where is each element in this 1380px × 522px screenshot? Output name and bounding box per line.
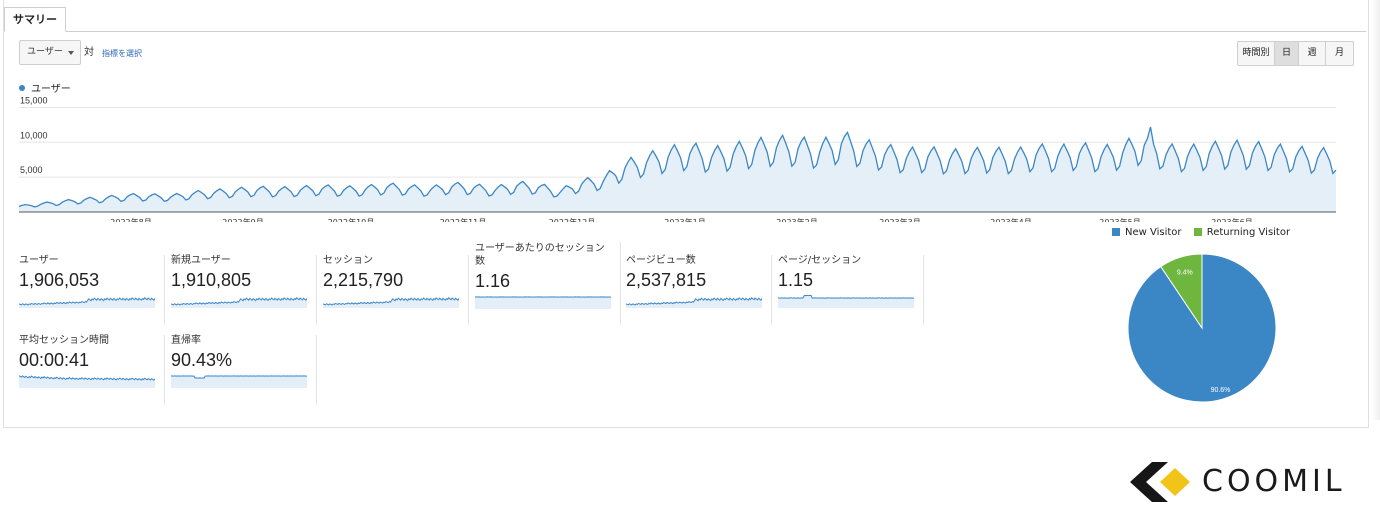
sparkline-line	[19, 375, 155, 381]
pie-slice-returning-visitor[interactable]	[1160, 253, 1203, 330]
scorecard-sparkline	[475, 296, 611, 309]
pie-slice-label: 90.6%	[1211, 387, 1231, 394]
series-line-users	[18, 126, 1337, 208]
scorecard-label: 新規ユーザー	[171, 255, 231, 266]
scorecard-value: 1,910,805	[171, 270, 252, 290]
sparkline-area	[171, 297, 307, 308]
granularity-week-button[interactable]: 週	[1299, 42, 1326, 65]
sparkline-line	[626, 297, 762, 306]
scorecard-label: セッション	[323, 255, 373, 266]
scorecard[interactable]: セッション 2,215,790	[323, 255, 469, 325]
legend-label-new-visitor[interactable]: New Visitor	[1125, 227, 1182, 238]
y-tick-label: 5,000	[20, 165, 43, 175]
x-tick-label: 2023年3月	[879, 217, 920, 222]
scorecard-label: ユーザーあたりのセッション数	[475, 243, 605, 267]
sparkline-area	[171, 375, 307, 388]
x-tick-label: 2022年12月	[549, 217, 596, 222]
x-tick-label: 2023年1月	[664, 217, 705, 222]
tab-summary[interactable]: サマリー	[4, 7, 66, 32]
x-tick-label: 2022年10月	[328, 217, 375, 222]
scorecard-value: 90.43%	[171, 350, 233, 370]
scorecard-value: 1.15	[778, 270, 814, 290]
sparkline-line	[171, 375, 307, 379]
scorecard-label: 平均セッション時間	[19, 335, 109, 346]
scorecard-label: ページ/セッション	[778, 255, 862, 266]
scorecard-value: 2,215,790	[323, 270, 404, 290]
scorecard[interactable]: ユーザー 1,906,053	[19, 255, 165, 325]
scorecard-value: 2,537,815	[626, 270, 707, 290]
tab-divider	[4, 31, 1366, 32]
pie-legend: New Visitor Returning Visitor	[1112, 227, 1290, 238]
scorecard[interactable]: ユーザーあたりのセッション数 1.16	[475, 242, 621, 325]
chart-series	[18, 126, 1337, 212]
sparkline-line	[171, 297, 307, 306]
y-tick-label: 10,000	[20, 130, 48, 140]
x-tick-label: 2022年8月	[110, 217, 151, 222]
report-panel	[3, 0, 1369, 428]
scorecard[interactable]: ページ/セッション 1.15	[778, 255, 924, 325]
sparkline-area	[626, 297, 762, 308]
sparkline-area	[475, 296, 611, 309]
x-tick-label: 2022年11月	[440, 217, 487, 222]
visitor-type-pie-chart: 90.6% 9.4%	[1127, 253, 1277, 403]
select-metric-link[interactable]: 指標を選択	[102, 49, 142, 58]
x-tick-label: 2022年9月	[222, 217, 263, 222]
scorecard-sparkline	[171, 375, 307, 388]
scorecard-sparkline	[323, 297, 459, 308]
scorecard-label: 直帰率	[171, 335, 201, 346]
vs-label: 対	[84, 47, 94, 58]
x-tick-label: 2023年2月	[776, 217, 817, 222]
scorecard-sparkline	[19, 375, 155, 388]
caret-down-icon	[68, 51, 74, 55]
legend-swatch-new-icon	[1112, 228, 1120, 236]
y-tick-label: 15,000	[20, 95, 48, 105]
scorecard-label: ページビュー数	[626, 255, 696, 266]
x-tick-label: 2023年6月	[1211, 217, 1252, 222]
legend-dot-icon	[19, 85, 25, 91]
pie-slice-new-visitor[interactable]	[1127, 253, 1277, 403]
chart-y-axis: 15,000 10,000 5,000	[20, 95, 48, 175]
scorecard[interactable]: 直帰率 90.43%	[171, 335, 317, 405]
pie-slice-label: 9.4%	[1177, 269, 1193, 276]
scorecard-value: 1.16	[475, 271, 511, 291]
granularity-day-button[interactable]: 日	[1275, 42, 1299, 65]
sparkline-line	[19, 297, 155, 306]
sparkline-line	[778, 294, 914, 299]
scorecard[interactable]: 平均セッション時間 00:00:41	[19, 335, 165, 405]
granularity-month-button[interactable]: 月	[1334, 48, 1344, 58]
metric-select-value: ユーザー	[27, 47, 63, 57]
sparkline-area	[323, 297, 459, 308]
legend-swatch-returning-icon	[1193, 228, 1202, 236]
sparkline-area	[19, 297, 155, 308]
scorecard-sparkline	[19, 297, 155, 308]
page-edge	[1372, 0, 1380, 420]
scorecard-value: 00:00:41	[19, 350, 90, 370]
coomil-logo-icon	[1130, 462, 1190, 502]
scorecard-sparkline	[626, 297, 762, 308]
scorecard-label: ユーザー	[19, 255, 59, 266]
metric-select[interactable]: ユーザー	[19, 40, 81, 65]
brand-name: COOMIL	[1202, 464, 1346, 499]
sparkline-line	[323, 297, 459, 306]
users-trend-chart: 15,000 10,000 5,000 2022年8月 2022年9月 2022年10月…	[18, 95, 1337, 222]
scorecard[interactable]: 新規ユーザー 1,910,805	[171, 255, 317, 325]
sparkline-area	[778, 295, 914, 308]
scorecard-sparkline	[171, 297, 307, 308]
scorecard-value: 1,906,053	[19, 270, 100, 290]
legend-label-users: ユーザー	[31, 84, 71, 95]
series-area-users	[19, 127, 1336, 212]
x-tick-label: 2023年4月	[990, 217, 1031, 222]
chart-legend: ユーザー	[19, 80, 71, 95]
scorecard[interactable]: ページビュー数 2,537,815	[626, 255, 772, 325]
coomil-logo: COOMIL	[1130, 462, 1362, 502]
granularity-switch: 時間別 日 週 月	[1237, 41, 1354, 66]
legend-label-returning-visitor[interactable]: Returning Visitor	[1206, 227, 1291, 238]
x-tick-label: 2023年5月	[1099, 217, 1140, 222]
chart-x-axis: 2022年8月 2022年9月 2022年10月 2022年11月 2022年12月 20…	[19, 211, 1336, 222]
scorecard-sparkline	[778, 294, 914, 308]
granularity-hourly-button[interactable]: 時間別	[1238, 42, 1275, 65]
